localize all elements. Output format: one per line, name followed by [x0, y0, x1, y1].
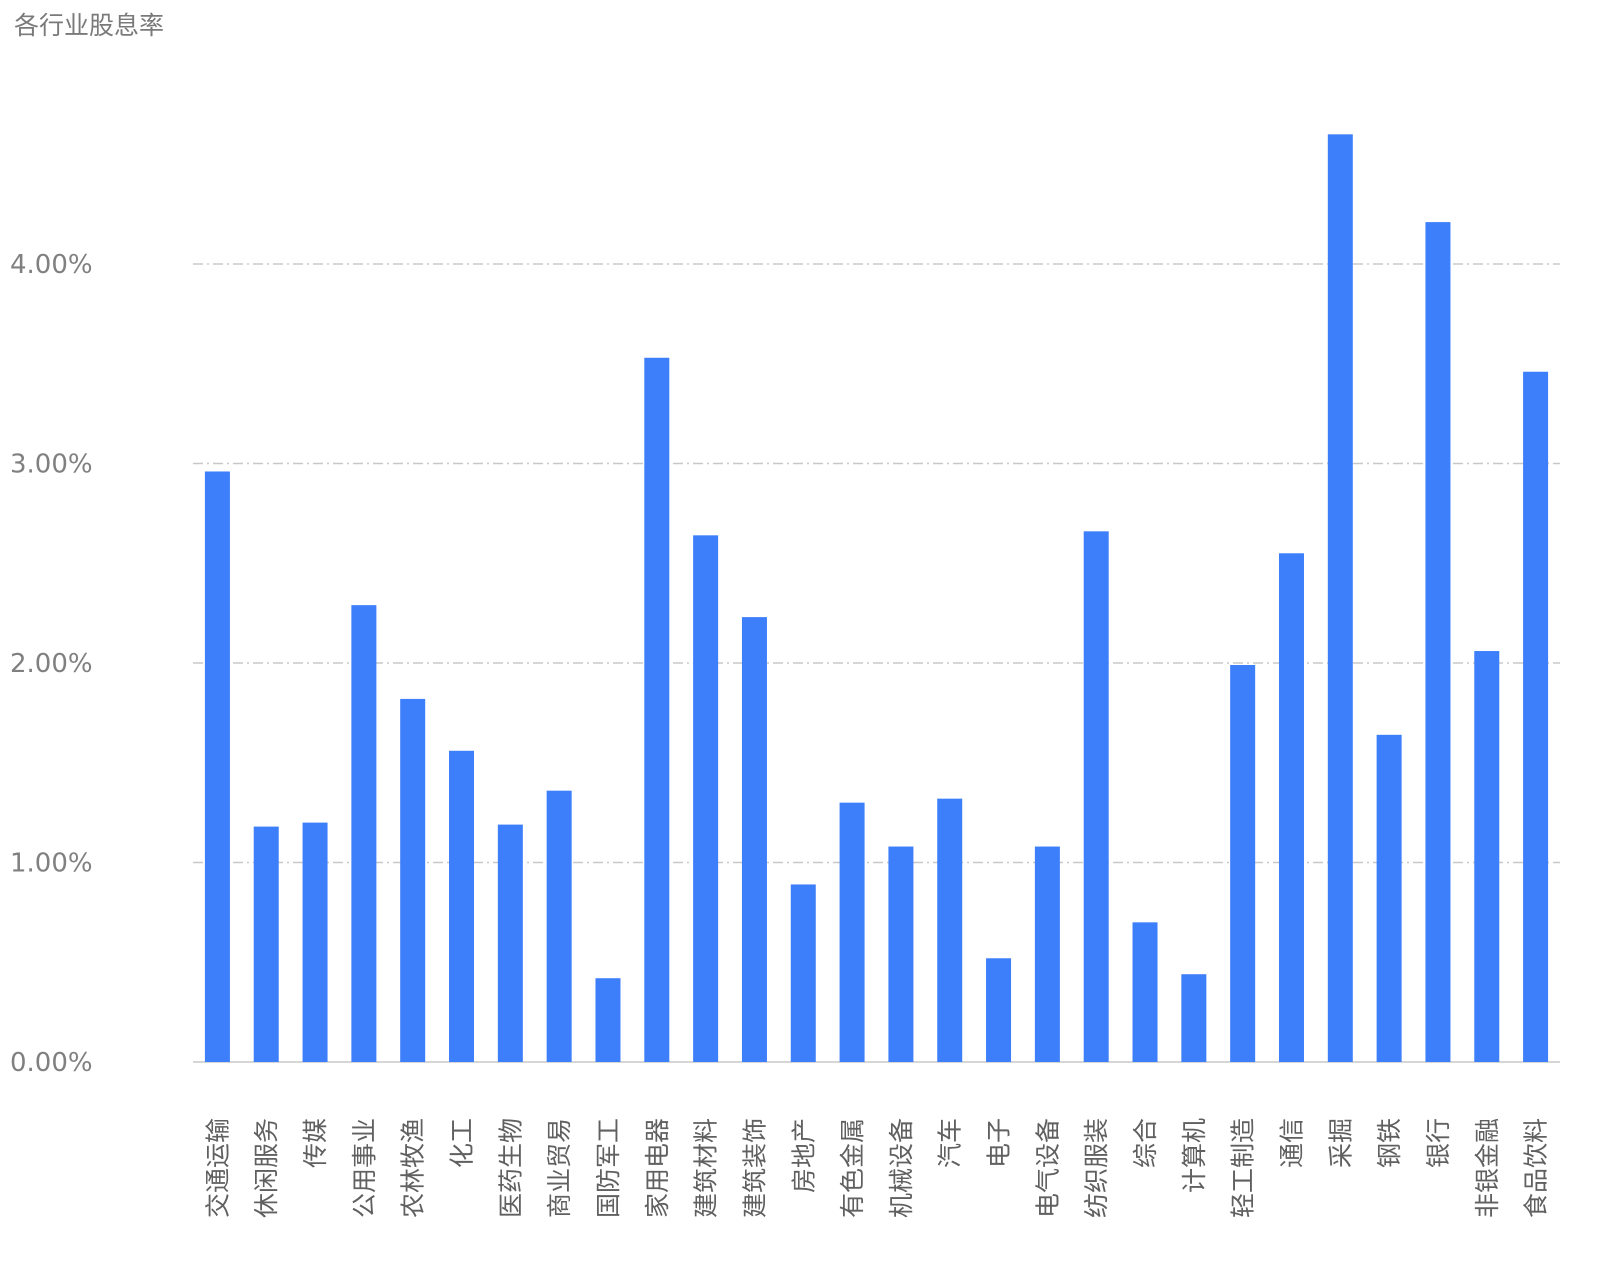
x-tick-label: 非银金融: [1473, 1118, 1502, 1218]
y-tick-label: 3.00%: [10, 450, 93, 480]
y-tick-label: 2.00%: [10, 649, 93, 679]
bar: [497, 824, 523, 1062]
bar: [644, 357, 670, 1062]
bar: [693, 535, 719, 1062]
x-tick-label: 计算机: [1180, 1118, 1209, 1193]
bar: [937, 798, 963, 1062]
y-axis-ticks: 0.00% 1.00% 2.00% 3.00% 4.00%: [10, 250, 93, 1078]
x-tick-label: 电子: [985, 1118, 1014, 1168]
x-axis-ticks: 交通运输 休闲服务 传媒 公用事业 农林牧渔 化工 医药生物 商业贸易 国防军工 家用电器 建筑材料…: [203, 1118, 1550, 1218]
bar: [351, 605, 377, 1062]
bar: [449, 750, 475, 1062]
x-tick-label: 采掘: [1326, 1118, 1355, 1168]
x-tick-label: 商业贸易: [545, 1118, 574, 1218]
x-tick-label: 房地产: [789, 1118, 818, 1193]
x-tick-label: 机械设备: [887, 1118, 916, 1218]
x-tick-label: 食品饮料: [1522, 1118, 1551, 1218]
chart-title: 各行业股息率: [14, 11, 165, 40]
bars: [204, 134, 1549, 1063]
x-tick-label: 公用事业: [350, 1118, 379, 1218]
bar: [1083, 531, 1109, 1062]
x-tick-label: 休闲服务: [252, 1118, 281, 1218]
bar: [1327, 134, 1353, 1062]
bar: [1034, 846, 1060, 1062]
x-tick-label: 纺织服装: [1082, 1118, 1111, 1218]
bar: [1474, 651, 1500, 1062]
x-tick-label: 化工: [448, 1118, 477, 1168]
x-tick-label: 建筑装饰: [740, 1118, 769, 1218]
y-tick-label: 4.00%: [10, 250, 93, 280]
bar: [204, 471, 230, 1063]
bar: [986, 958, 1012, 1062]
bar: [1523, 371, 1549, 1063]
bar: [1278, 553, 1304, 1062]
x-tick-label: 银行: [1424, 1118, 1453, 1168]
bar: [839, 802, 865, 1062]
x-tick-label: 家用电器: [643, 1118, 672, 1218]
bar: [1376, 734, 1402, 1062]
x-tick-label: 汽车: [936, 1118, 965, 1168]
bar: [546, 790, 572, 1062]
x-tick-label: 医药生物: [496, 1118, 525, 1218]
bar: [1181, 974, 1207, 1062]
bar: [888, 846, 914, 1062]
x-tick-label: 钢铁: [1375, 1118, 1404, 1168]
x-tick-label: 建筑材料: [692, 1118, 721, 1218]
x-tick-label: 通信: [1277, 1118, 1306, 1168]
x-tick-label: 交通运输: [203, 1118, 232, 1218]
bar: [790, 884, 816, 1062]
x-tick-label: 有色金属: [838, 1118, 867, 1218]
bar: [302, 822, 328, 1062]
x-tick-label: 综合: [1131, 1118, 1160, 1168]
gridlines: [193, 263, 1560, 1063]
bar: [1132, 922, 1158, 1062]
bar: [1425, 222, 1451, 1063]
x-tick-label: 农林牧渔: [399, 1118, 428, 1218]
bar: [400, 698, 426, 1062]
x-tick-label: 电气设备: [1033, 1118, 1062, 1218]
x-tick-label: 轻工制造: [1229, 1118, 1258, 1218]
x-tick-label: 国防军工: [594, 1118, 623, 1218]
y-tick-label: 1.00%: [10, 849, 93, 879]
bar: [1230, 664, 1256, 1062]
x-tick-label: 传媒: [301, 1118, 330, 1168]
bar: [741, 617, 767, 1062]
bar: [595, 978, 621, 1062]
y-tick-label: 0.00%: [10, 1048, 93, 1078]
bar: [253, 826, 279, 1062]
